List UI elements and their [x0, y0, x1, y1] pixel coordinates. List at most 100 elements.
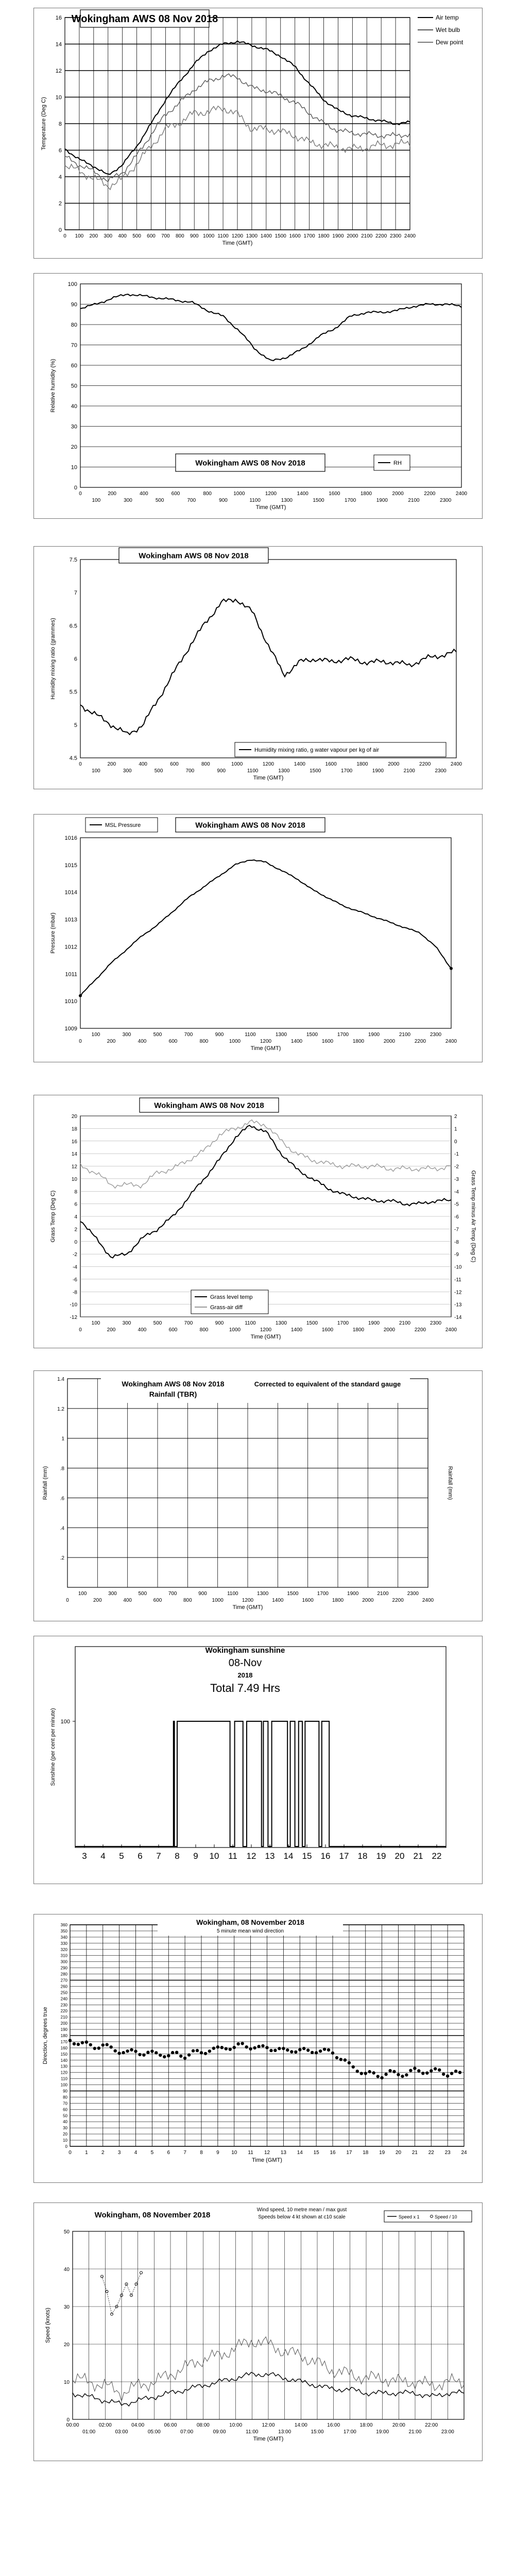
grass-title: Wokingham AWS 08 Nov 2018	[154, 1101, 264, 1110]
rain-xtick-label-2: 600	[153, 1598, 162, 1603]
wd-ytick-label: 70	[63, 2101, 67, 2106]
grass-ytick2-label: -2	[454, 1164, 459, 1170]
rain-xtick-label-2: 400	[123, 1598, 132, 1603]
mr-ytick-label: 5	[74, 722, 77, 728]
wd-point	[220, 2046, 224, 2049]
ws-low-speed-point	[100, 2275, 104, 2278]
pres-ytick-label: 1015	[65, 862, 77, 869]
wd-point	[372, 2071, 375, 2075]
grass-x-axis-label: Time (GMT)	[251, 1334, 281, 1340]
wd-point	[294, 2050, 298, 2054]
rh-xtick-label: 700	[187, 498, 196, 503]
temp-xtick-label: 1900	[332, 233, 344, 239]
ws-xtick-label-2: 23:00	[441, 2429, 454, 2435]
ws-xtick-label-2: 17:00	[344, 2429, 356, 2435]
wd-ytick-label: 310	[61, 1954, 68, 1958]
ws-xtick-label-2: 05:00	[148, 2429, 161, 2435]
mr-legend-box	[234, 742, 447, 757]
wd-point	[208, 2049, 212, 2053]
wd-point	[245, 2045, 248, 2049]
wd-point	[138, 2053, 142, 2057]
wd-xtick-label: 2	[101, 2150, 105, 2156]
wd-ytick-label: 300	[61, 1960, 68, 1964]
rh-xtick-label: 1300	[281, 498, 293, 503]
rh-xtick-label: 600	[171, 491, 180, 497]
wd-xtick-label: 22	[428, 2150, 435, 2156]
grass-xtick-label: 2300	[430, 1320, 442, 1326]
sun-xtick-label: 11	[228, 1851, 237, 1861]
grass-xtick-label-2: 1200	[260, 1327, 272, 1333]
rain-xtick-label: 1300	[257, 1591, 269, 1597]
wd-point	[84, 2040, 89, 2044]
wd-point	[454, 2070, 458, 2073]
wind-speed-chart-svg: 0 10 20 30 40 50 00:00 02:00 04:00 06:00 08:00 10:0…	[45, 2207, 472, 2442]
grass-ytick-label: 2	[74, 1227, 77, 1232]
pres-xtick-label: 2100	[399, 1032, 411, 1038]
wd-ytick-label: 90	[63, 2089, 67, 2094]
pres-xtick-label: 700	[184, 1032, 193, 1038]
rain-xtick-label-2: 1000	[212, 1598, 224, 1603]
ws-xtick-label-2: 11:00	[246, 2429, 259, 2435]
wd-point	[117, 2052, 121, 2055]
wd-point	[417, 2069, 421, 2073]
temp-series-line-0	[64, 40, 410, 175]
grass-ytick-label: -12	[70, 1315, 78, 1320]
wd-ytick-label: 320	[61, 1947, 68, 1952]
rh-ytick-label: 60	[71, 363, 77, 369]
pres-start-marker	[79, 994, 82, 997]
grass-ytick-label: -8	[73, 1290, 77, 1295]
wd-point	[249, 2047, 252, 2051]
mr-legend-label: Humidity mixing ratio, g water vapour pe…	[254, 747, 379, 753]
temp-legend-label: Air temp	[436, 14, 459, 21]
wd-ytick-label: 0	[65, 2144, 68, 2149]
ws-low-speed-point	[125, 2282, 128, 2286]
wd-point	[438, 2068, 441, 2072]
wd-point	[142, 2053, 146, 2057]
rain-ytick-label: .2	[60, 1555, 65, 1561]
sunshine-chart: 3 4 5 6 7 8 9 10 11 12 13 14 15 16 17 18 19 20 21 22 100 Suns…	[33, 1636, 483, 1884]
temp-xtick-label: 2400	[404, 233, 416, 239]
ws-title: Wokingham, 08 November 2018	[95, 2211, 211, 2219]
pres-xtick-label-2: 1400	[291, 1039, 303, 1044]
temp-ytick-label: 0	[59, 227, 62, 233]
pres-xtick-label: 1300	[276, 1032, 287, 1038]
rainfall-chart: .2 .4 .6 .8 1 1.2 1.4 0 200 400 600 800 1000 1200 1400…	[33, 1370, 483, 1621]
wd-ytick-label: 270	[61, 1978, 68, 1983]
wd-point	[347, 2061, 351, 2064]
wd-point	[376, 2075, 380, 2078]
wd-point	[89, 2043, 92, 2047]
temp-legend-label: Wet bulb	[436, 26, 460, 33]
wd-point	[203, 2052, 208, 2056]
rh-xtick-label: 800	[203, 491, 212, 497]
rh-xtick-label: 1100	[249, 498, 261, 503]
wd-point	[199, 2051, 203, 2055]
rain-ytick-label: .8	[60, 1466, 65, 1472]
grass-xtick-label: 300	[123, 1320, 131, 1326]
grass-ytick-label: -6	[73, 1277, 77, 1283]
wd-point	[322, 2047, 327, 2051]
ws-xtick-label-2: 09:00	[213, 2429, 226, 2435]
ws-legend-swatch-1	[430, 2215, 433, 2218]
wd-ytick-label: 190	[61, 2027, 68, 2032]
wd-ytick-label: 150	[61, 2052, 68, 2057]
ws-xtick-label-2: 15:00	[311, 2429, 323, 2435]
sun-xtick-label: 20	[395, 1851, 405, 1861]
ws-subtitle-2: Speeds below 4 kt shown at c10 scale	[258, 2214, 346, 2220]
wd-point	[224, 2047, 228, 2050]
temp-series-line-2	[64, 105, 410, 191]
rh-ytick-label: 70	[71, 343, 77, 349]
wd-ytick-label: 170	[61, 2040, 68, 2044]
grass-ytick2-label: -14	[454, 1315, 462, 1320]
ws-x-axis-label: Time (GMT)	[253, 2436, 284, 2442]
rain-xtick-label: 100	[78, 1591, 87, 1597]
grass-y-axis-label: Grass Temp (Deg C)	[50, 1191, 56, 1243]
temp-xtick-label: 1200	[232, 233, 244, 239]
rh-xtick-label: 2200	[424, 491, 436, 497]
wd-point	[392, 2070, 396, 2074]
wd-xtick-label: 15	[314, 2150, 320, 2156]
pres-ytick-label: 1009	[65, 1026, 77, 1032]
wd-ytick-label: 200	[61, 2021, 68, 2026]
wind-speed-chart: 0 10 20 30 40 50 00:00 02:00 04:00 06:00 08:00 10:0…	[33, 2202, 483, 2461]
mr-ytick-label: 4.5	[70, 755, 77, 761]
wd-point	[257, 2044, 261, 2048]
